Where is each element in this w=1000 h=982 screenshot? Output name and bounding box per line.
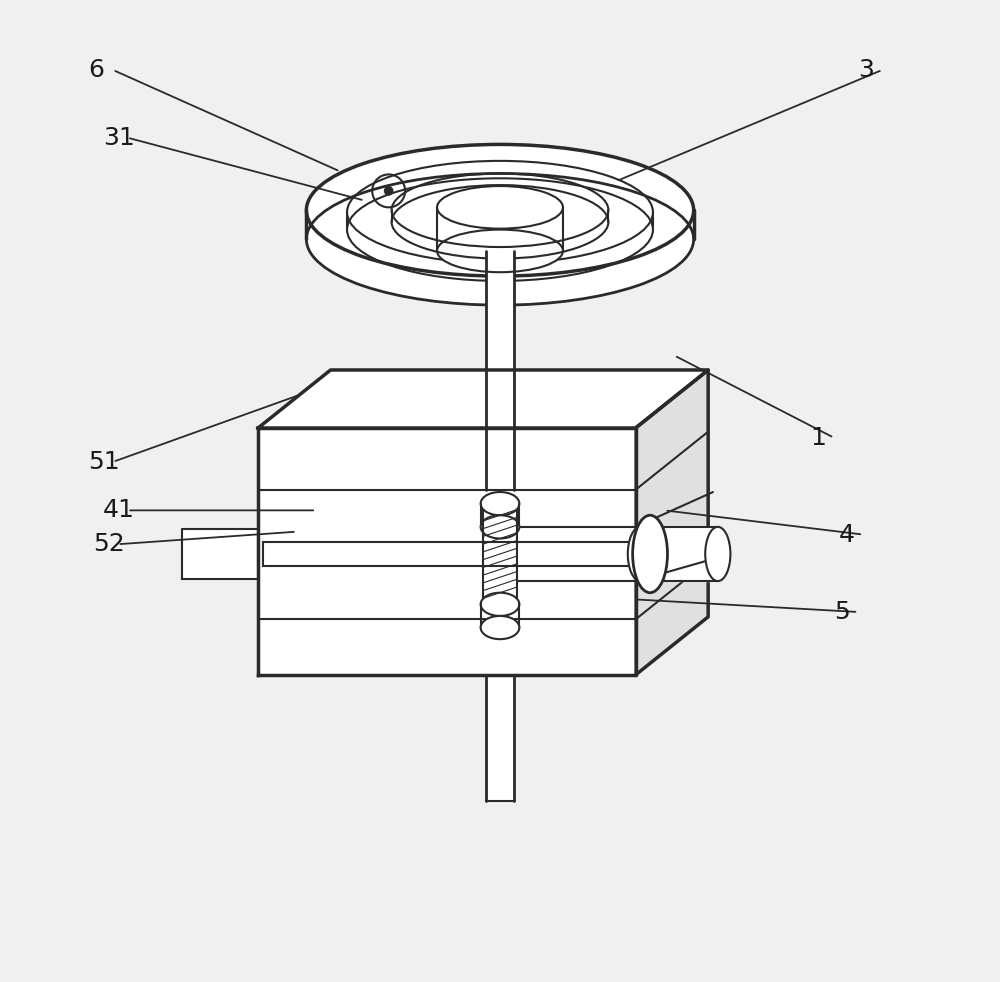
Polygon shape xyxy=(258,370,708,428)
Text: 1: 1 xyxy=(810,426,826,450)
Bar xyxy=(182,528,258,579)
Ellipse shape xyxy=(392,174,608,247)
Ellipse shape xyxy=(628,527,653,581)
Ellipse shape xyxy=(347,161,653,263)
Bar xyxy=(486,489,514,619)
Ellipse shape xyxy=(384,186,394,195)
Bar xyxy=(258,428,636,675)
Text: 52: 52 xyxy=(93,532,125,556)
Text: 51: 51 xyxy=(89,450,120,474)
Ellipse shape xyxy=(437,230,563,272)
Text: 31: 31 xyxy=(103,126,135,149)
Bar xyxy=(263,542,631,566)
Bar xyxy=(486,675,514,800)
Ellipse shape xyxy=(347,179,653,281)
Ellipse shape xyxy=(481,593,519,616)
Ellipse shape xyxy=(481,616,519,639)
Text: 3: 3 xyxy=(858,58,874,82)
Ellipse shape xyxy=(437,186,563,229)
Ellipse shape xyxy=(306,174,694,305)
Bar xyxy=(486,428,514,490)
Text: 4: 4 xyxy=(839,522,855,547)
Polygon shape xyxy=(640,527,718,581)
Ellipse shape xyxy=(306,144,694,276)
Ellipse shape xyxy=(705,527,730,581)
Ellipse shape xyxy=(481,492,519,516)
Polygon shape xyxy=(306,210,694,240)
Text: 41: 41 xyxy=(103,498,135,522)
Ellipse shape xyxy=(481,516,519,538)
Ellipse shape xyxy=(392,185,608,258)
Text: 5: 5 xyxy=(834,600,850,624)
Bar xyxy=(486,251,514,428)
Ellipse shape xyxy=(633,516,667,593)
Text: 6: 6 xyxy=(89,58,105,82)
Polygon shape xyxy=(636,370,708,675)
